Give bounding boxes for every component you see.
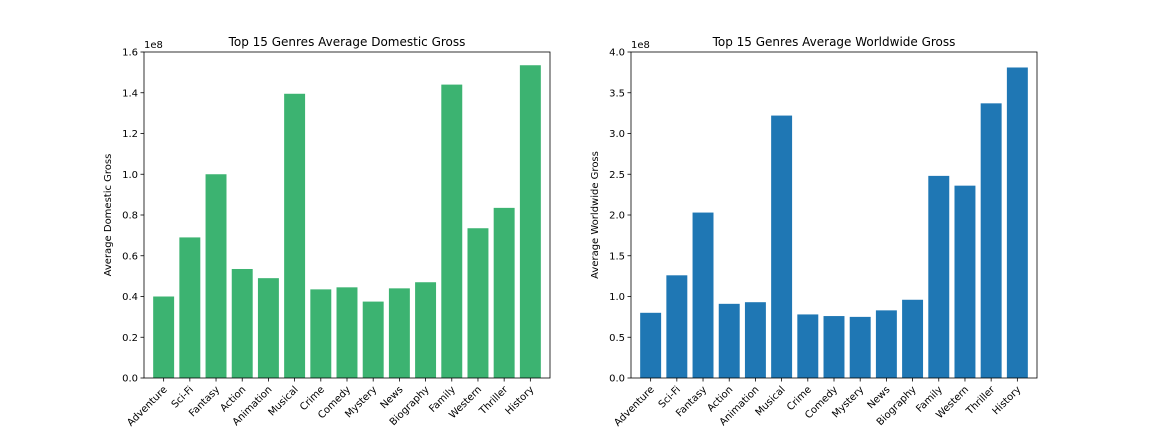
y-tick-label: 0.8 bbox=[122, 211, 138, 222]
bar-crime bbox=[310, 289, 332, 378]
y-offset-label: 1e8 bbox=[631, 40, 650, 51]
y-tick-label: 0.0 bbox=[122, 374, 138, 385]
bar-crime bbox=[797, 314, 819, 378]
bar-thriller bbox=[980, 103, 1002, 378]
bar-mystery bbox=[362, 301, 384, 378]
y-tick-label: 4.0 bbox=[609, 48, 625, 59]
bar-family bbox=[441, 84, 463, 378]
bar-history bbox=[1006, 67, 1028, 379]
bar-news bbox=[875, 310, 897, 378]
y-tick-label: 1.4 bbox=[122, 88, 138, 99]
y-tick-label: 2.5 bbox=[609, 170, 625, 181]
y-tick-label: 0.0 bbox=[609, 374, 625, 385]
y-tick-label: 1.5 bbox=[609, 251, 625, 262]
y-tick-label: 0.6 bbox=[122, 251, 138, 262]
bar-musical bbox=[284, 93, 306, 379]
bar-comedy bbox=[823, 316, 845, 378]
y-axis-label: Average Domestic Gross bbox=[103, 154, 114, 277]
y-tick-label: 0.5 bbox=[609, 333, 625, 344]
y-tick-label: 1.0 bbox=[609, 292, 625, 303]
bar-western bbox=[467, 228, 489, 378]
y-offset-label: 1e8 bbox=[144, 40, 163, 51]
x-tick-label: Adventure bbox=[612, 384, 656, 428]
y-tick-label: 3.5 bbox=[609, 88, 625, 99]
chart-title: Top 15 Genres Average Worldwide Gross bbox=[712, 35, 956, 49]
y-tick-label: 1.0 bbox=[122, 170, 138, 181]
bar-sci-fi bbox=[179, 237, 201, 378]
bar-adventure bbox=[640, 312, 662, 378]
bar-fantasy bbox=[692, 212, 714, 378]
bar-adventure bbox=[153, 296, 175, 378]
bar-family bbox=[928, 175, 950, 378]
bar-action bbox=[718, 303, 740, 378]
bar-musical bbox=[771, 115, 793, 378]
bar-biography bbox=[902, 299, 924, 378]
bar-action bbox=[231, 268, 253, 378]
y-tick-label: 0.4 bbox=[122, 292, 138, 303]
bar-sci-fi bbox=[666, 275, 688, 378]
x-tick-label: Adventure bbox=[125, 384, 169, 428]
y-tick-label: 1.2 bbox=[122, 129, 138, 140]
bar-comedy bbox=[336, 287, 358, 378]
bar-animation bbox=[744, 302, 766, 378]
bar-history bbox=[519, 65, 541, 379]
bar-western bbox=[954, 185, 976, 378]
y-tick-label: 3.0 bbox=[609, 129, 625, 140]
bar-thriller bbox=[493, 207, 515, 378]
y-tick-label: 2.0 bbox=[609, 211, 625, 222]
bar-biography bbox=[415, 282, 437, 378]
bar-mystery bbox=[849, 316, 871, 379]
x-tick-label: History bbox=[504, 384, 537, 417]
bar-fantasy bbox=[205, 174, 227, 378]
y-tick-label: 0.2 bbox=[122, 333, 138, 344]
chart-title: Top 15 Genres Average Domestic Gross bbox=[228, 35, 466, 49]
y-tick-label: 1.6 bbox=[122, 48, 138, 59]
y-axis-label: Average Worldwide Gross bbox=[590, 151, 601, 279]
bar-animation bbox=[257, 278, 279, 378]
x-tick-label: History bbox=[991, 384, 1024, 417]
bar-news bbox=[388, 288, 410, 378]
